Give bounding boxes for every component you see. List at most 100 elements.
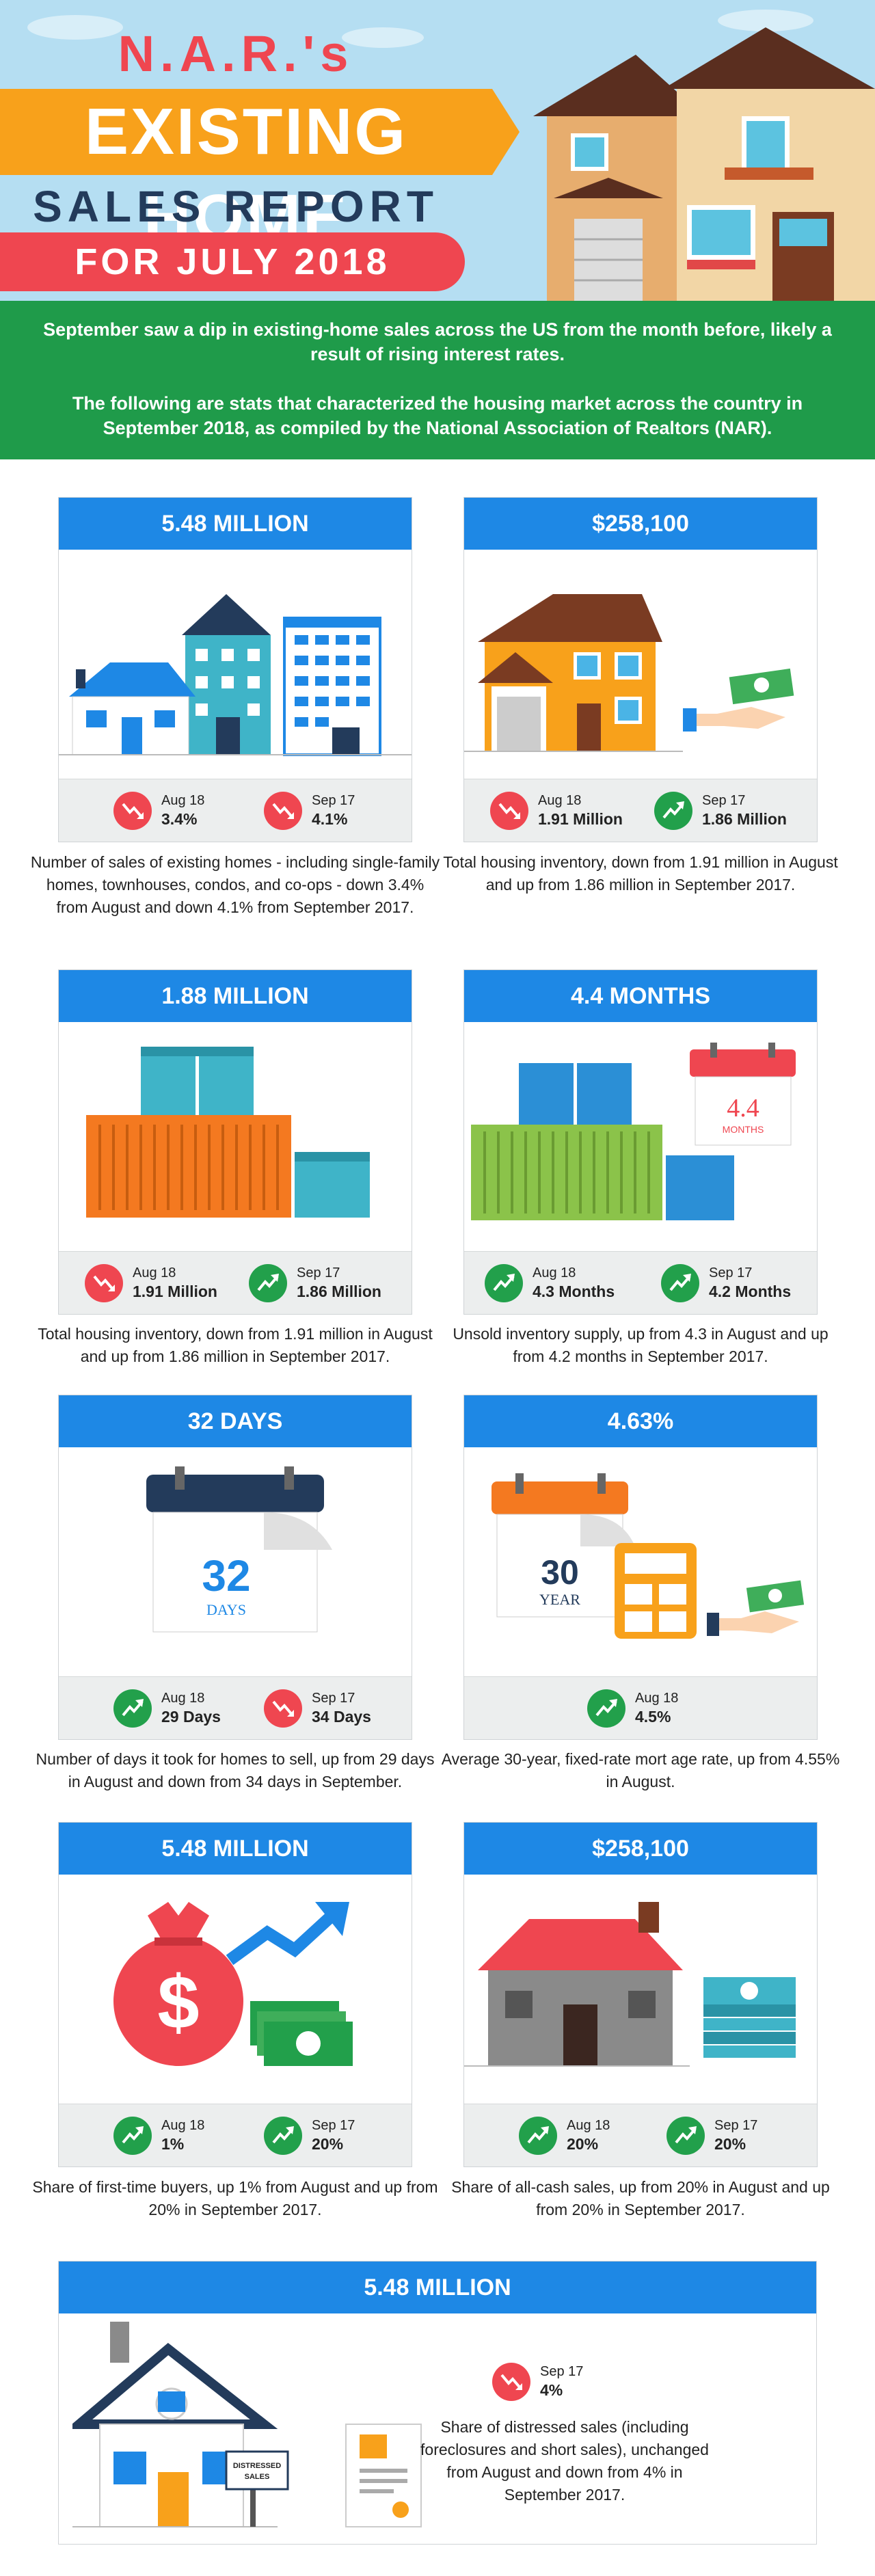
stat-value: 20% — [567, 2135, 599, 2153]
intro-paragraph-1: September saw a dip in existing-home sal… — [43, 319, 832, 364]
card-illustration — [464, 550, 817, 779]
stats-row: Aug 18 3.4% Sep 17 4.1% — [59, 779, 412, 842]
card-illustration: $ — [59, 1875, 412, 2104]
title-sales-report: SALES REPORT — [33, 182, 439, 231]
stats-row: Aug 18 1.91 Million Sep 17 1.86 Million — [464, 779, 817, 842]
stat-label: Sep 17 — [540, 2364, 584, 2379]
buildings-illustration — [59, 594, 412, 756]
trend-up-icon — [587, 1689, 625, 1728]
stat-value: 4.2 Months — [709, 1283, 792, 1300]
trend-up-icon — [113, 1689, 152, 1728]
stat-value: 4.5% — [635, 1708, 671, 1726]
stat-value: 29 Days — [161, 1708, 221, 1726]
intro-paragraph-2: The following are stats that characteriz… — [72, 393, 803, 438]
card-title: 4.4 MONTHS — [464, 970, 817, 1022]
header-banner: N.A.R.'s EXISTING HOME SALES REPORT FOR … — [0, 0, 875, 301]
distressed-house-illustration: DISTRESSED SALES — [72, 2322, 422, 2527]
stat-label: Aug 18 — [635, 1691, 679, 1706]
card-illustration — [464, 1875, 817, 2104]
card-title: 5.48 MILLION — [59, 1823, 412, 1875]
calendar-calculator-illustration: 30 YEAR — [492, 1473, 805, 1639]
card-illustration — [59, 1022, 412, 1251]
stat-value: 1.91 Million — [538, 810, 623, 828]
stat-label: Sep 17 — [709, 1265, 753, 1280]
stat-label: Aug 18 — [161, 1691, 205, 1706]
stat-value: 34 Days — [312, 1708, 371, 1726]
stats-row: Aug 18 4.5% — [464, 1676, 817, 1739]
trend-down-icon — [113, 792, 152, 830]
stat-card-months-supply: 4.4 MONTHS 4.4 MONTHS Aug 18 4.3 Months … — [463, 969, 818, 1315]
stat-label: Sep 17 — [312, 2118, 355, 2133]
trend-down-icon — [264, 792, 302, 830]
card-illustration: 32 DAYS — [59, 1447, 412, 1676]
card-title: 5.48 MILLION — [59, 2262, 816, 2313]
card-title: 5.48 MILLION — [59, 498, 412, 550]
calendar-number: 4.4 — [727, 1094, 759, 1123]
card-description: Average 30-year, fixed-rate mort age rat… — [441, 1750, 840, 1790]
stat-label: Sep 17 — [702, 793, 746, 808]
stat-value: 20% — [714, 2135, 746, 2153]
stat-card-inventory: 1.88 MILLION Aug 18 1.91 Million Sep 17 … — [58, 969, 412, 1315]
stats-row: Aug 18 29 Days Sep 17 34 Days — [59, 1676, 412, 1739]
trend-up-icon — [113, 2117, 152, 2155]
stat-card-first-time-buyers: 5.48 MILLION $ Aug 18 1% Sep 17 20% — [58, 1822, 412, 2167]
calendar-illustration: 32 DAYS — [146, 1466, 332, 1633]
card-description: Unsold inventory supply, up from 4.3 in … — [453, 1325, 829, 1365]
trend-up-icon — [485, 1264, 523, 1302]
calendar-unit: DAYS — [206, 1601, 246, 1618]
containers-calendar-illustration: 4.4 MONTHS — [471, 1043, 796, 1220]
trend-up-icon — [667, 2117, 705, 2155]
stat-label: Aug 18 — [161, 793, 205, 808]
stat-value: 1.86 Million — [297, 1283, 381, 1300]
trend-up-icon — [249, 1264, 287, 1302]
house-and-money-illustration — [464, 594, 794, 752]
money-bag-illustration: $ — [113, 1902, 353, 2066]
stat-label: Aug 18 — [538, 793, 582, 808]
trend-down-icon — [492, 2363, 530, 2401]
calendar-number: 32 — [202, 1551, 250, 1600]
stat-value: 4.1% — [312, 810, 348, 828]
card-title: $258,100 — [464, 1823, 817, 1875]
stats-row: Aug 18 1% Sep 17 20% — [59, 2104, 412, 2166]
card-title: $258,100 — [464, 498, 817, 550]
stat-card-all-cash-sales: $258,100 Aug 18 20% — [463, 1822, 818, 2167]
title-nars: N.A.R.'s — [118, 25, 354, 82]
card-illustration: 30 YEAR — [464, 1447, 817, 1676]
stat-card-days-on-market: 32 DAYS 32 DAYS Aug 18 29 Days Sep 17 34… — [58, 1395, 412, 1740]
stat-value: 4.3 Months — [533, 1283, 615, 1300]
title-date-ribbon: FOR JULY 2018 — [0, 232, 465, 291]
intro-band: September saw a dip in existing-home sal… — [0, 301, 875, 459]
card-illustration — [59, 550, 412, 779]
stat-value: 3.4% — [161, 810, 198, 828]
trend-down-icon — [490, 792, 528, 830]
stat-value: 4% — [540, 2381, 563, 2399]
card-description: Total housing inventory, down from 1.91 … — [443, 853, 838, 894]
card-description: Share of all-cash sales, up from 20% in … — [451, 2178, 830, 2218]
stat-value: 1.86 Million — [702, 810, 787, 828]
trend-down-icon — [264, 1689, 302, 1728]
card-illustration: 4.4 MONTHS — [464, 1022, 817, 1251]
stat-card-existing-sales: 5.48 MILLION — [58, 497, 412, 842]
card-description: Total housing inventory, down from 1.91 … — [38, 1325, 433, 1365]
dollar-sign-icon: $ — [157, 1961, 199, 2045]
trend-up-icon — [654, 792, 692, 830]
stat-value: 20% — [312, 2135, 344, 2153]
calendar-number: 30 — [541, 1553, 579, 1592]
card-description: Number of days it took for homes to sell… — [36, 1750, 435, 1790]
stat-label: Sep 17 — [312, 793, 355, 808]
stat-value: 1.91 Million — [133, 1283, 217, 1300]
stats-row: Aug 18 4.3 Months Sep 17 4.2 Months — [464, 1251, 817, 1314]
trend-up-icon — [264, 2117, 302, 2155]
card-title: 1.88 MILLION — [59, 970, 412, 1022]
trend-up-icon — [661, 1264, 699, 1302]
stat-card-median-price: $258,100 Aug 18 1.91 Million Sep 17 — [463, 497, 818, 842]
card-description: Share of first-time buyers, up 1% from A… — [32, 2178, 438, 2218]
stat-label: Aug 18 — [161, 2118, 205, 2133]
stat-card-mortgage-rate: 4.63% 30 YEAR Aug 18 4.5% — [463, 1395, 818, 1740]
stat-label: Sep 17 — [312, 1691, 355, 1706]
stat-label: Sep 17 — [297, 1265, 340, 1280]
trend-up-icon — [519, 2117, 557, 2155]
title-existing-home: EXISTING HOME — [0, 89, 520, 254]
header-house-illustration — [533, 27, 875, 301]
trend-down-icon — [85, 1264, 123, 1302]
